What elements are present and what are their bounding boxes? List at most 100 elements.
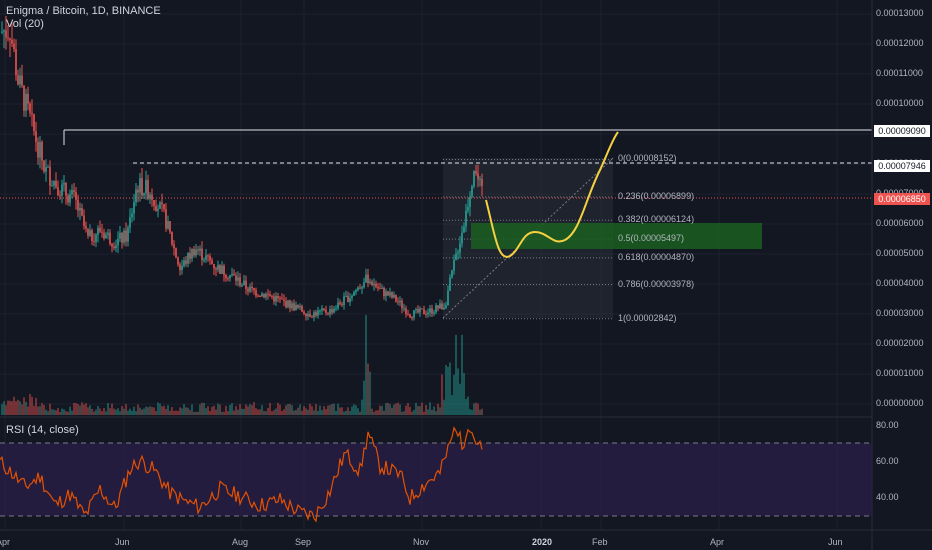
volume-bar	[103, 407, 105, 415]
volume-bar	[291, 405, 293, 415]
candle-body	[139, 178, 141, 193]
volume-bar	[115, 409, 117, 415]
volume-bar	[353, 404, 355, 415]
candle-body	[291, 303, 293, 309]
candle-body	[203, 259, 205, 261]
volume-bar	[343, 411, 345, 415]
volume-bar	[229, 404, 231, 415]
candle-body	[389, 292, 391, 296]
candle-body	[355, 290, 357, 293]
candle-body	[47, 166, 49, 168]
candle-body	[321, 308, 323, 311]
volume-bar	[187, 407, 189, 415]
volume-bar	[121, 406, 123, 415]
volume-bar	[233, 410, 235, 415]
volume-bar	[175, 410, 177, 415]
volume-bar	[413, 409, 415, 415]
candle-body	[369, 281, 371, 283]
candle-body	[25, 93, 27, 111]
volume-bar	[477, 403, 479, 415]
volume-bar	[361, 399, 363, 415]
candle-body	[441, 303, 443, 310]
candle-body	[65, 182, 67, 196]
chart-title[interactable]: Enigma / Bitcoin, 1D, BINANCE	[6, 5, 161, 17]
candle-body	[19, 75, 21, 85]
volume-bar	[119, 411, 121, 415]
volume-bar	[263, 411, 265, 415]
volume-bar	[33, 405, 35, 415]
projection-curve[interactable]	[485, 131, 619, 258]
candle-body	[265, 293, 267, 298]
candle-body	[137, 189, 139, 193]
volume-bar	[415, 402, 417, 415]
candle-body	[157, 208, 159, 211]
volume-bar	[429, 402, 431, 415]
volume-bar	[197, 411, 199, 415]
volume-bar	[29, 394, 31, 415]
rsi-tick-label: 40.00	[876, 492, 899, 502]
volume-bar	[357, 408, 359, 415]
price-marker-label: 0.00009090	[874, 125, 930, 138]
candle-body	[1, 31, 3, 33]
volume-bar	[19, 401, 21, 415]
candle-body	[197, 249, 199, 251]
time-axis-label: Sep	[295, 537, 312, 547]
volume-bar	[149, 406, 151, 415]
candle-body	[17, 75, 19, 85]
volume-bar	[53, 409, 55, 415]
candle-body	[51, 185, 53, 187]
candle-body	[205, 255, 207, 260]
candle-body	[179, 264, 181, 271]
candle-body	[77, 199, 79, 211]
candle-body	[455, 253, 457, 260]
candle-body	[423, 309, 425, 314]
volume-bar	[401, 411, 403, 415]
volume-bar	[173, 411, 175, 415]
candle-body	[323, 308, 325, 310]
volume-bar	[205, 408, 207, 415]
volume-bar	[395, 403, 397, 415]
candle-body	[435, 305, 437, 313]
volume-bar	[359, 411, 361, 415]
volume-bar	[157, 402, 159, 415]
volume-bar	[27, 406, 29, 415]
candle-body	[59, 195, 61, 197]
candle-body	[105, 234, 107, 239]
volume-bar	[445, 365, 447, 415]
volume-legend[interactable]: Vol (20)	[6, 18, 44, 30]
volume-bar	[73, 402, 75, 415]
rsi-line	[0, 426, 483, 523]
candle-body	[75, 191, 77, 200]
volume-bar	[363, 380, 365, 415]
volume-bar	[109, 408, 111, 415]
candle-body	[37, 141, 39, 158]
volume-bar	[311, 406, 313, 415]
candle-body	[11, 39, 13, 44]
volume-bar	[471, 410, 473, 415]
volume-bar	[389, 404, 391, 415]
candle-body	[439, 303, 441, 309]
candle-body	[341, 304, 343, 306]
candle-body	[95, 234, 97, 242]
volume-bar	[65, 411, 67, 415]
volume-bar	[241, 408, 243, 415]
volume-bar	[127, 410, 129, 415]
volume-bar	[179, 407, 181, 415]
candle-body	[101, 231, 103, 233]
candle-body	[233, 273, 235, 276]
candle-body	[405, 308, 407, 315]
volume-bar	[69, 406, 71, 415]
volume-bar	[421, 402, 423, 415]
target-zone-box[interactable]	[471, 223, 762, 249]
candle-body	[469, 196, 471, 207]
volume-bar	[181, 408, 183, 415]
volume-bar	[281, 411, 283, 415]
volume-bar	[113, 408, 115, 415]
rsi-legend[interactable]: RSI (14, close)	[6, 424, 79, 436]
volume-bar	[45, 409, 47, 415]
candle-body	[375, 283, 377, 287]
candle-body	[409, 314, 411, 318]
fib-level-label: 0.786(0.00003978)	[618, 278, 695, 289]
volume-bar	[31, 396, 33, 415]
